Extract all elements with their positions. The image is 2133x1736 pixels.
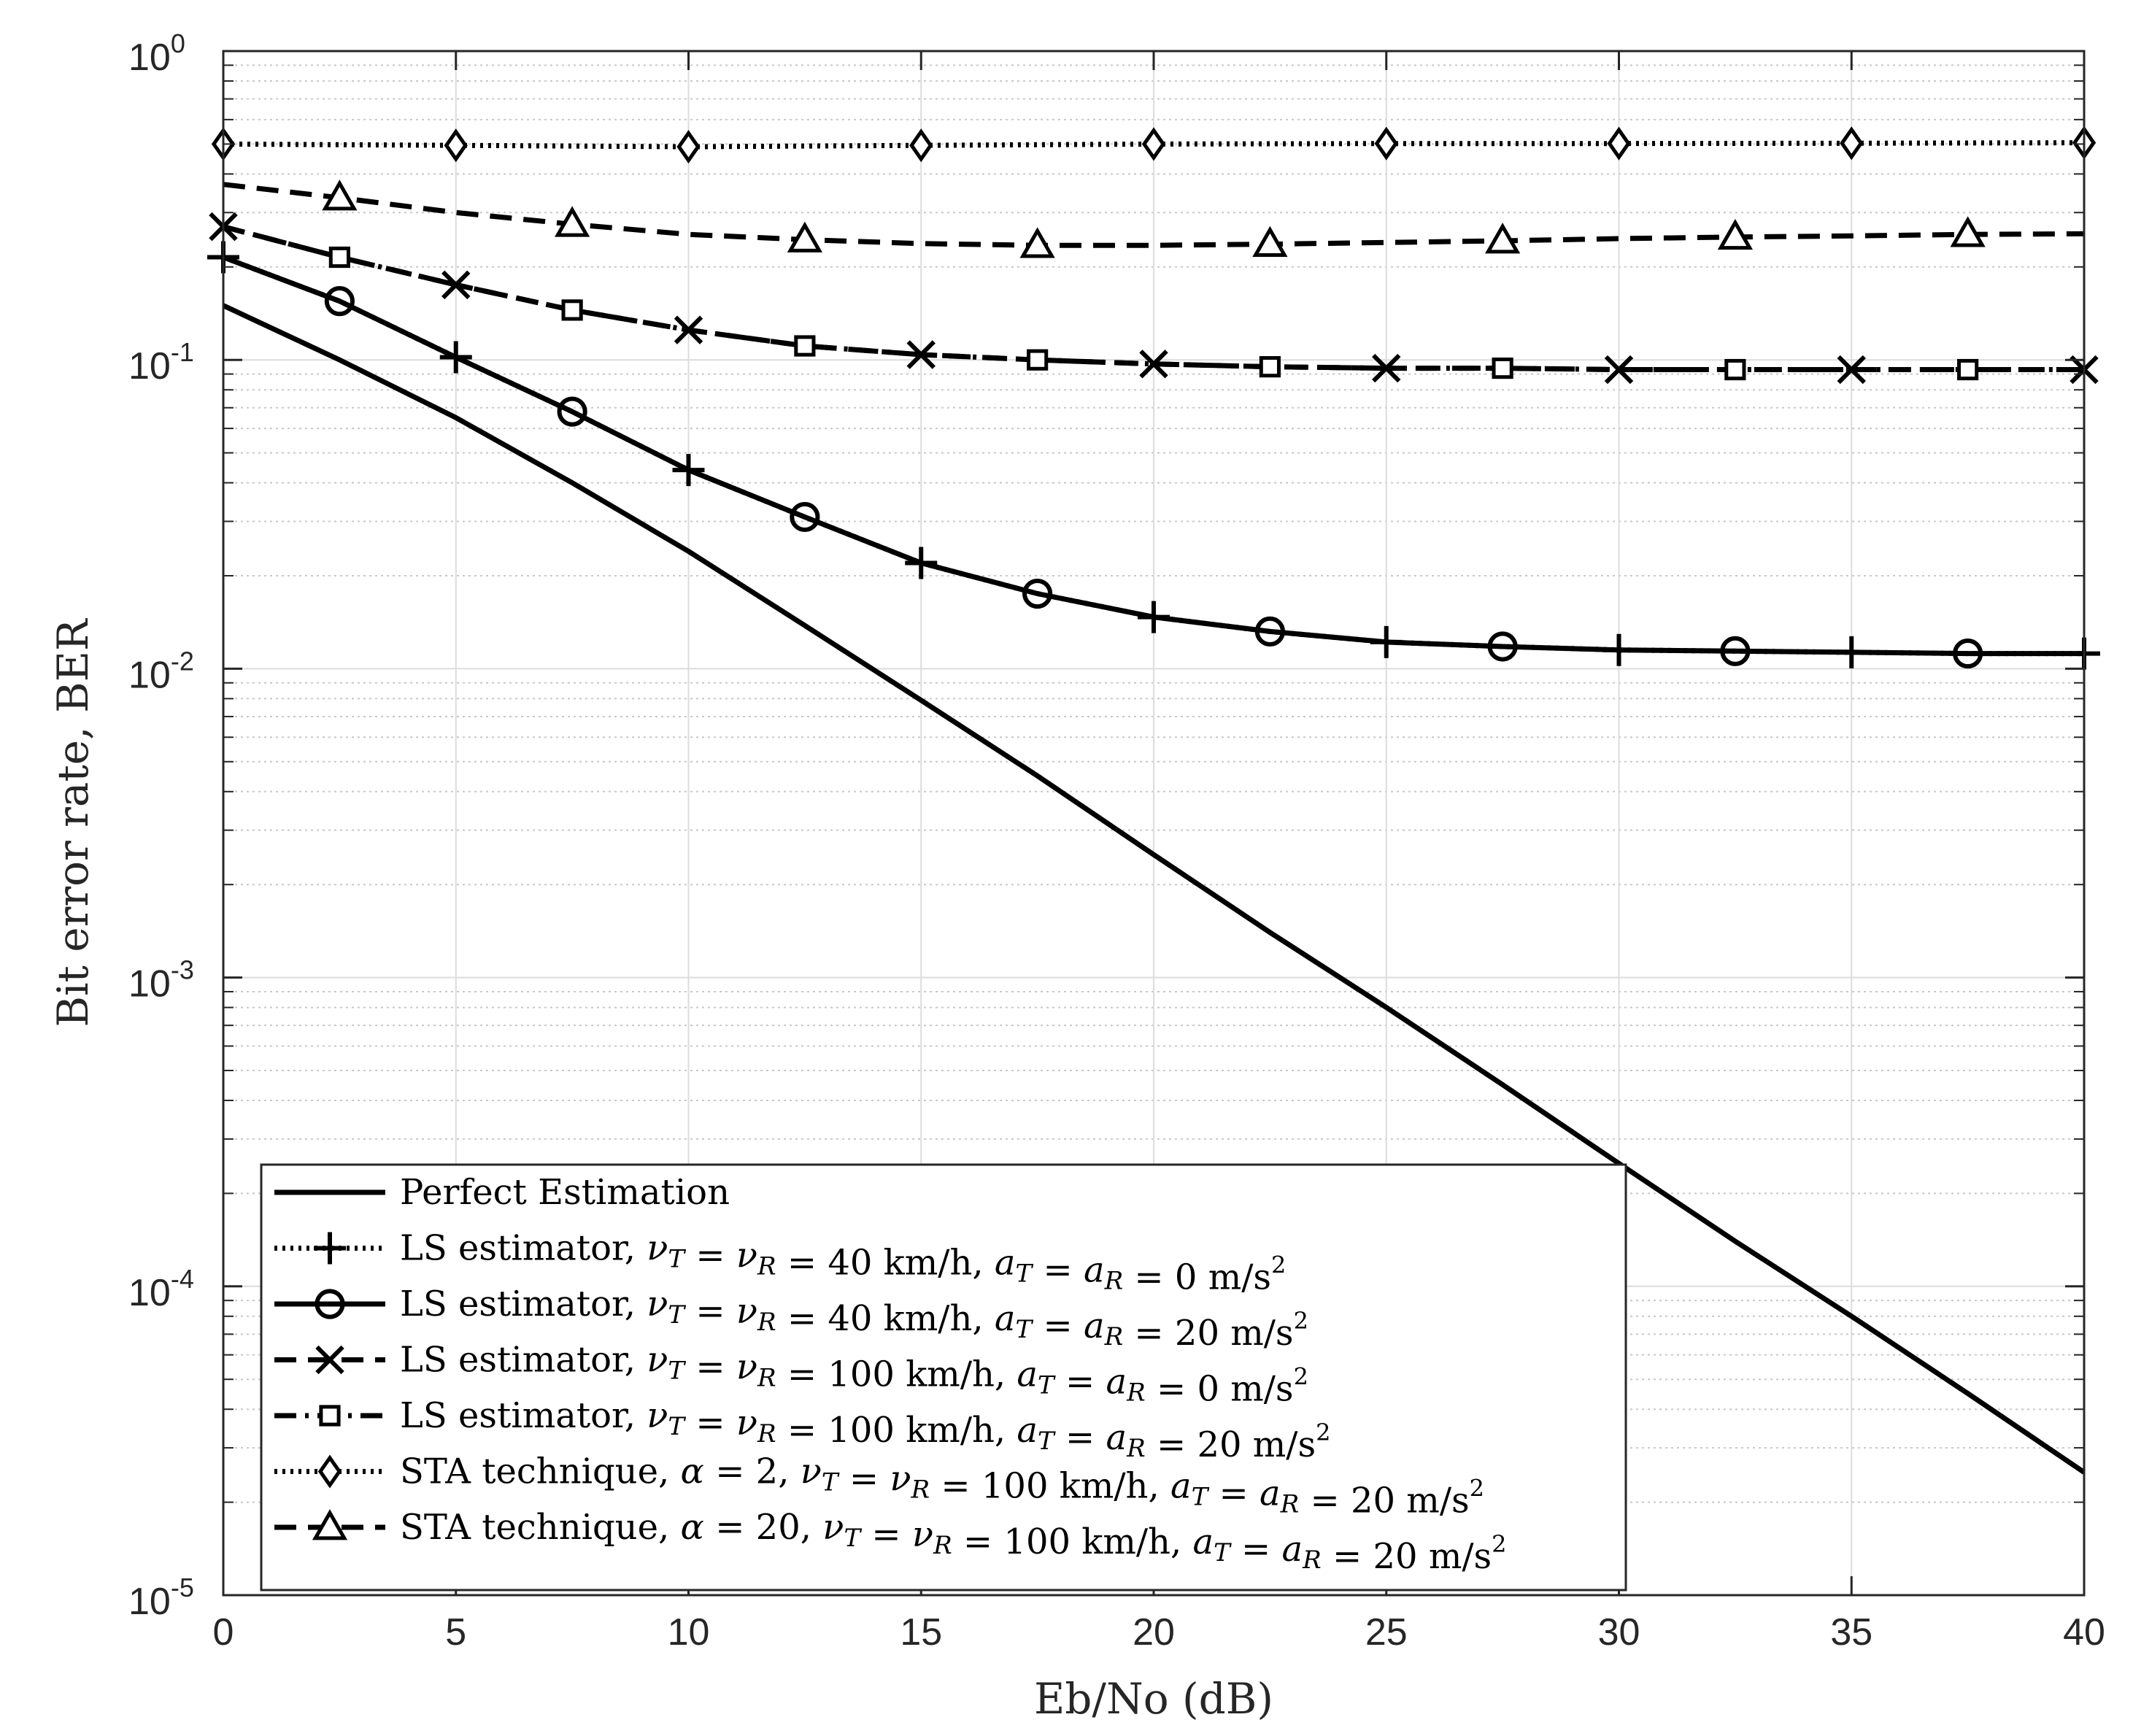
x-tick-label: 30 xyxy=(1598,1611,1640,1654)
series-line xyxy=(222,303,2086,1475)
marker-triangle xyxy=(555,206,590,237)
marker-circle xyxy=(1254,616,1285,647)
marker-circle xyxy=(1022,578,1053,609)
marker-x xyxy=(441,270,471,300)
x-tick-label: 0 xyxy=(213,1611,234,1654)
marker-square xyxy=(794,335,816,357)
marker-diamond xyxy=(1374,126,1398,161)
marker-diamond xyxy=(909,128,933,163)
legend-entry: STA technique, α = 20, νT = νR = 100 km/… xyxy=(274,1507,1507,1577)
marker-x xyxy=(315,1345,344,1375)
series-line xyxy=(223,182,2085,248)
marker-square xyxy=(319,1405,341,1427)
marker-diamond xyxy=(444,128,468,163)
marker-square xyxy=(328,246,350,269)
legend-entry: LS estimator, νT = νR = 40 km/h, aT = aR… xyxy=(274,1228,1286,1298)
marker-triangle xyxy=(787,221,822,252)
marker-triangle xyxy=(1717,218,1753,250)
x-tick-label: 35 xyxy=(1830,1611,1872,1654)
marker-triangle xyxy=(1019,227,1055,258)
marker-circle xyxy=(790,501,820,533)
y-tick-label: 10-4 xyxy=(128,1264,194,1314)
y-tick-label: 10-1 xyxy=(128,337,194,387)
legend-label: STA technique, α = 20, νT = νR = 100 km/… xyxy=(400,1507,1507,1577)
marker-circle xyxy=(1487,631,1518,662)
series-line xyxy=(223,140,2085,150)
marker-circle xyxy=(315,1289,345,1319)
series-3 xyxy=(222,255,2084,669)
y-tick-label: 10-5 xyxy=(128,1573,194,1623)
series-6 xyxy=(211,126,2097,164)
marker-diamond xyxy=(1840,126,1864,161)
legend-entry: LS estimator, νT = νR = 40 km/h, aT = aR… xyxy=(274,1284,1308,1354)
legend-entry: LS estimator, νT = νR = 100 km/h, aT = a… xyxy=(274,1340,1308,1410)
marker-square xyxy=(561,299,583,321)
marker-circle xyxy=(1720,636,1751,666)
x-tick-label: 25 xyxy=(1365,1611,1408,1654)
legend: Perfect Estimation LS estimator, νT = νR … xyxy=(260,1163,1627,1592)
y-tick-label: 10-3 xyxy=(128,955,194,1006)
x-tick-label: 40 xyxy=(2063,1611,2105,1654)
marker-triangle xyxy=(312,1509,348,1540)
marker-x xyxy=(1139,350,1168,379)
legend-box xyxy=(260,1163,1627,1592)
series-line xyxy=(222,255,2084,657)
legend-label: LS estimator, νT = νR = 100 km/h, aT = a… xyxy=(400,1395,1330,1465)
legend-label: Perfect Estimation xyxy=(400,1172,730,1213)
series-7 xyxy=(223,180,2085,258)
x-axis-title: Eb/No (dB) xyxy=(1034,1674,1273,1724)
legend-label: STA technique, α = 2, νT = νR = 100 km/h… xyxy=(400,1451,1484,1521)
marker-triangle xyxy=(322,180,358,211)
legend-entry: LS estimator, νT = νR = 100 km/h, aT = a… xyxy=(274,1395,1330,1465)
series-5 xyxy=(223,224,2084,381)
legend-entry: STA technique, α = 2, νT = νR = 100 km/h… xyxy=(274,1451,1484,1521)
marker-triangle xyxy=(1252,225,1288,257)
legend-label: LS estimator, νT = νR = 40 km/h, aT = aR… xyxy=(400,1284,1308,1354)
marker-circle xyxy=(557,396,587,427)
x-tick-label: 20 xyxy=(1133,1611,1175,1654)
marker-square xyxy=(1724,358,1746,381)
x-tick-label: 10 xyxy=(668,1611,710,1654)
marker-square xyxy=(1492,357,1513,379)
legend-label: LS estimator, νT = νR = 100 km/h, aT = a… xyxy=(400,1340,1308,1410)
series-line xyxy=(223,224,2084,372)
series-layer xyxy=(207,126,2100,1475)
marker-circle xyxy=(324,286,355,317)
legend-entry: Perfect Estimation xyxy=(274,1172,730,1213)
marker-diamond xyxy=(317,1454,342,1489)
y-tick-label: 10-2 xyxy=(128,646,194,696)
marker-square xyxy=(1259,356,1281,378)
x-tick-label: 15 xyxy=(900,1611,942,1654)
legend-label: LS estimator, νT = νR = 40 km/h, aT = aR… xyxy=(400,1228,1286,1298)
marker-circle xyxy=(1953,638,1983,669)
marker-triangle xyxy=(1950,216,1986,247)
marker-diamond xyxy=(676,130,701,164)
marker-x xyxy=(906,340,936,369)
marker-square xyxy=(1027,349,1049,371)
marker-square xyxy=(1957,358,1979,381)
series-1 xyxy=(222,303,2086,1475)
y-axis-title: Bit error rate, BER xyxy=(48,617,98,1027)
marker-diamond xyxy=(1141,127,1166,161)
marker-triangle xyxy=(1485,223,1521,254)
ticks-layer: 0 5 10 15 20 25 30 35 40 100 10-1 10-2 10-3 10-4 10-5 xyxy=(128,28,2105,1654)
x-tick-label: 5 xyxy=(445,1611,466,1654)
y-tick-label: 100 xyxy=(128,28,185,79)
marker-diamond xyxy=(1607,126,1631,161)
